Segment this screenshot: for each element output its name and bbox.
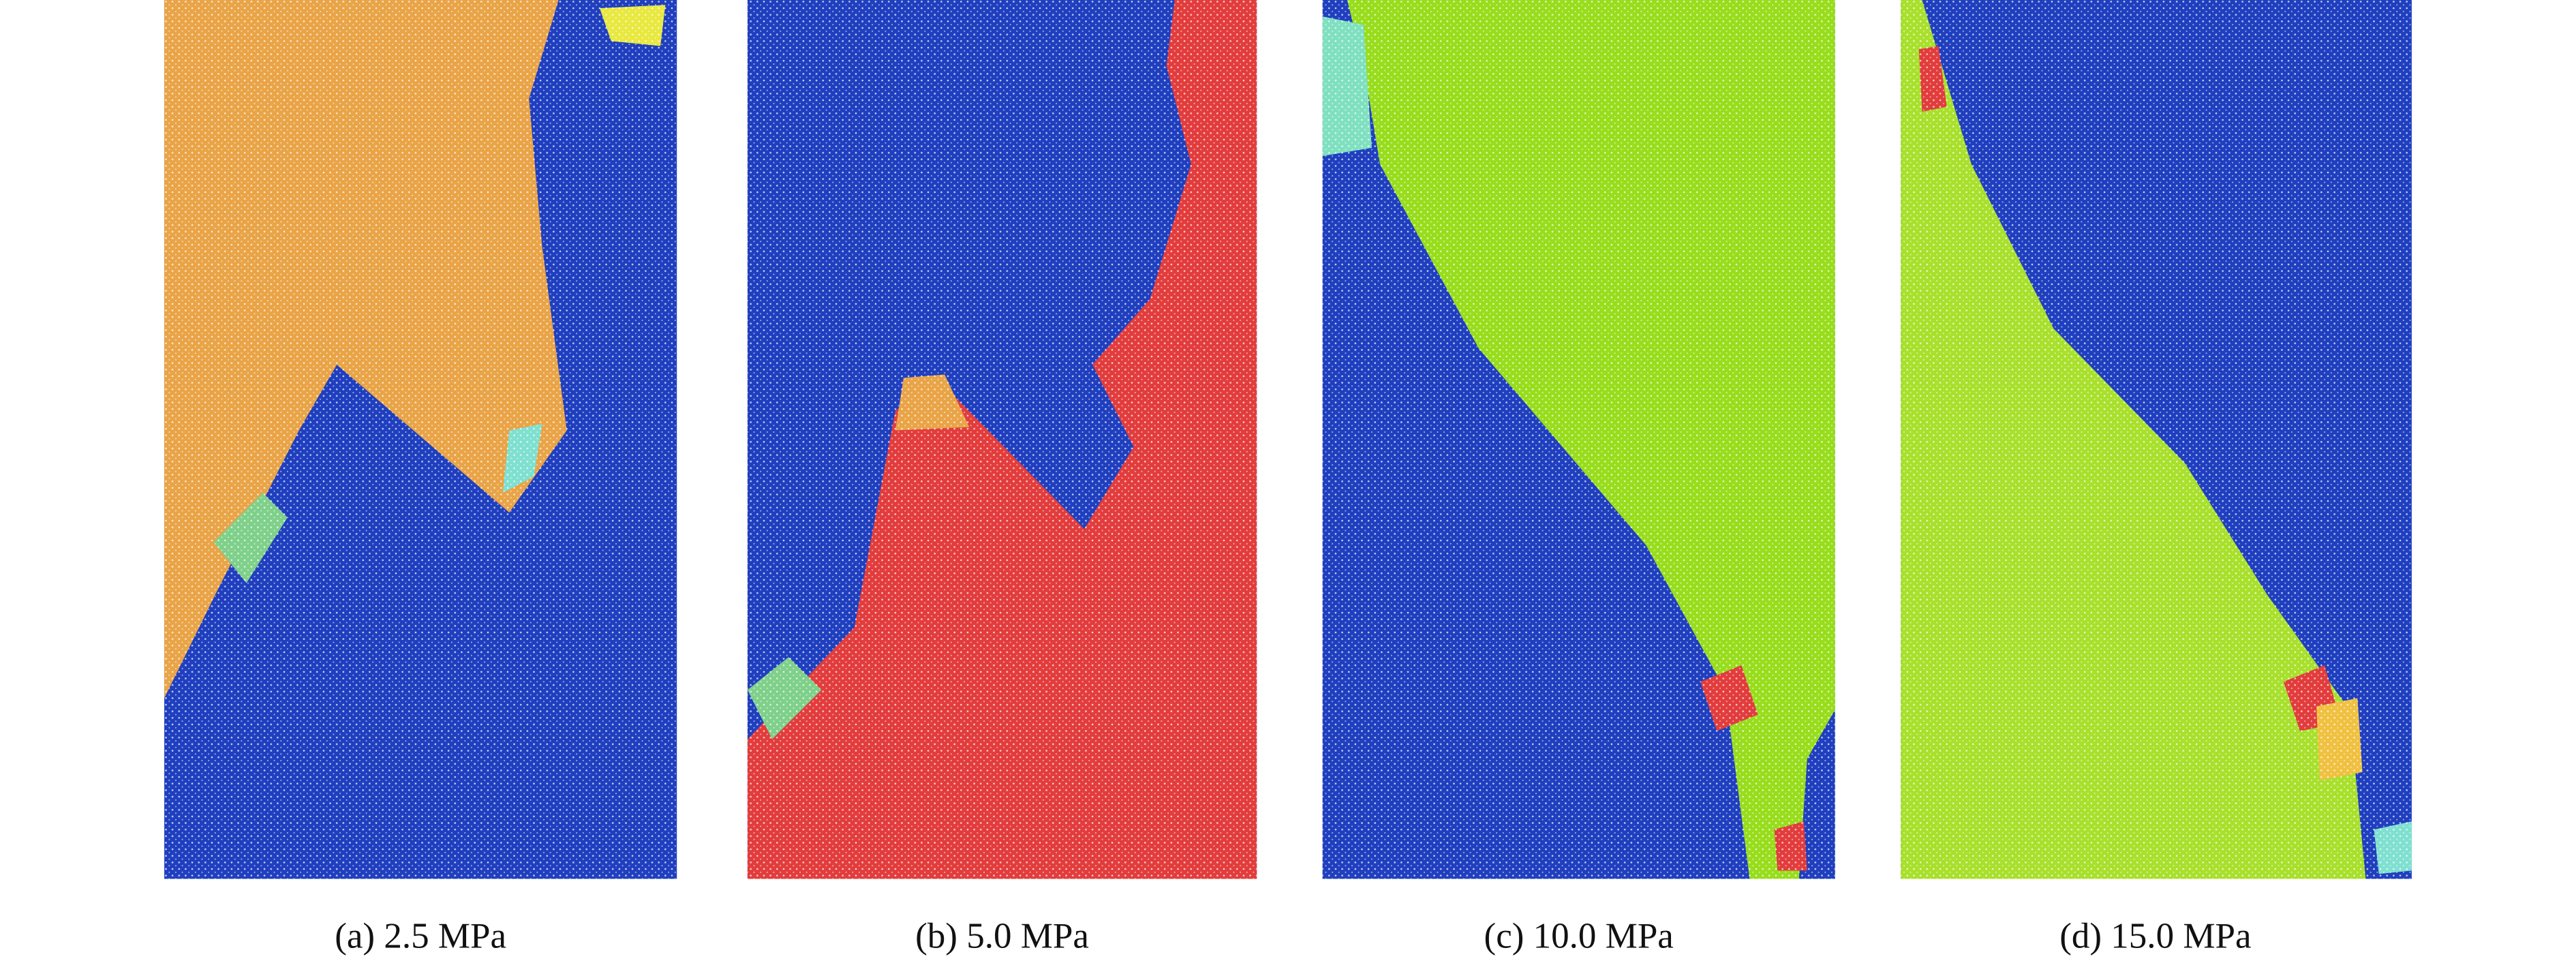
panel-a	[164, 0, 677, 879]
particle-texture	[164, 0, 677, 879]
panel-c	[1322, 0, 1835, 879]
panel-d	[1901, 0, 2412, 879]
panel-caption: (a) 2.5 MPa	[335, 917, 506, 956]
particle-texture	[1901, 0, 2412, 879]
panel-b	[747, 0, 1257, 879]
particle-texture	[747, 0, 1257, 879]
particle-texture	[1322, 0, 1835, 879]
panel-caption: (b) 5.0 MPa	[915, 917, 1089, 956]
panel-caption: (c) 10.0 MPa	[1484, 917, 1674, 956]
panel-caption: (d) 15.0 MPa	[2059, 917, 2251, 956]
